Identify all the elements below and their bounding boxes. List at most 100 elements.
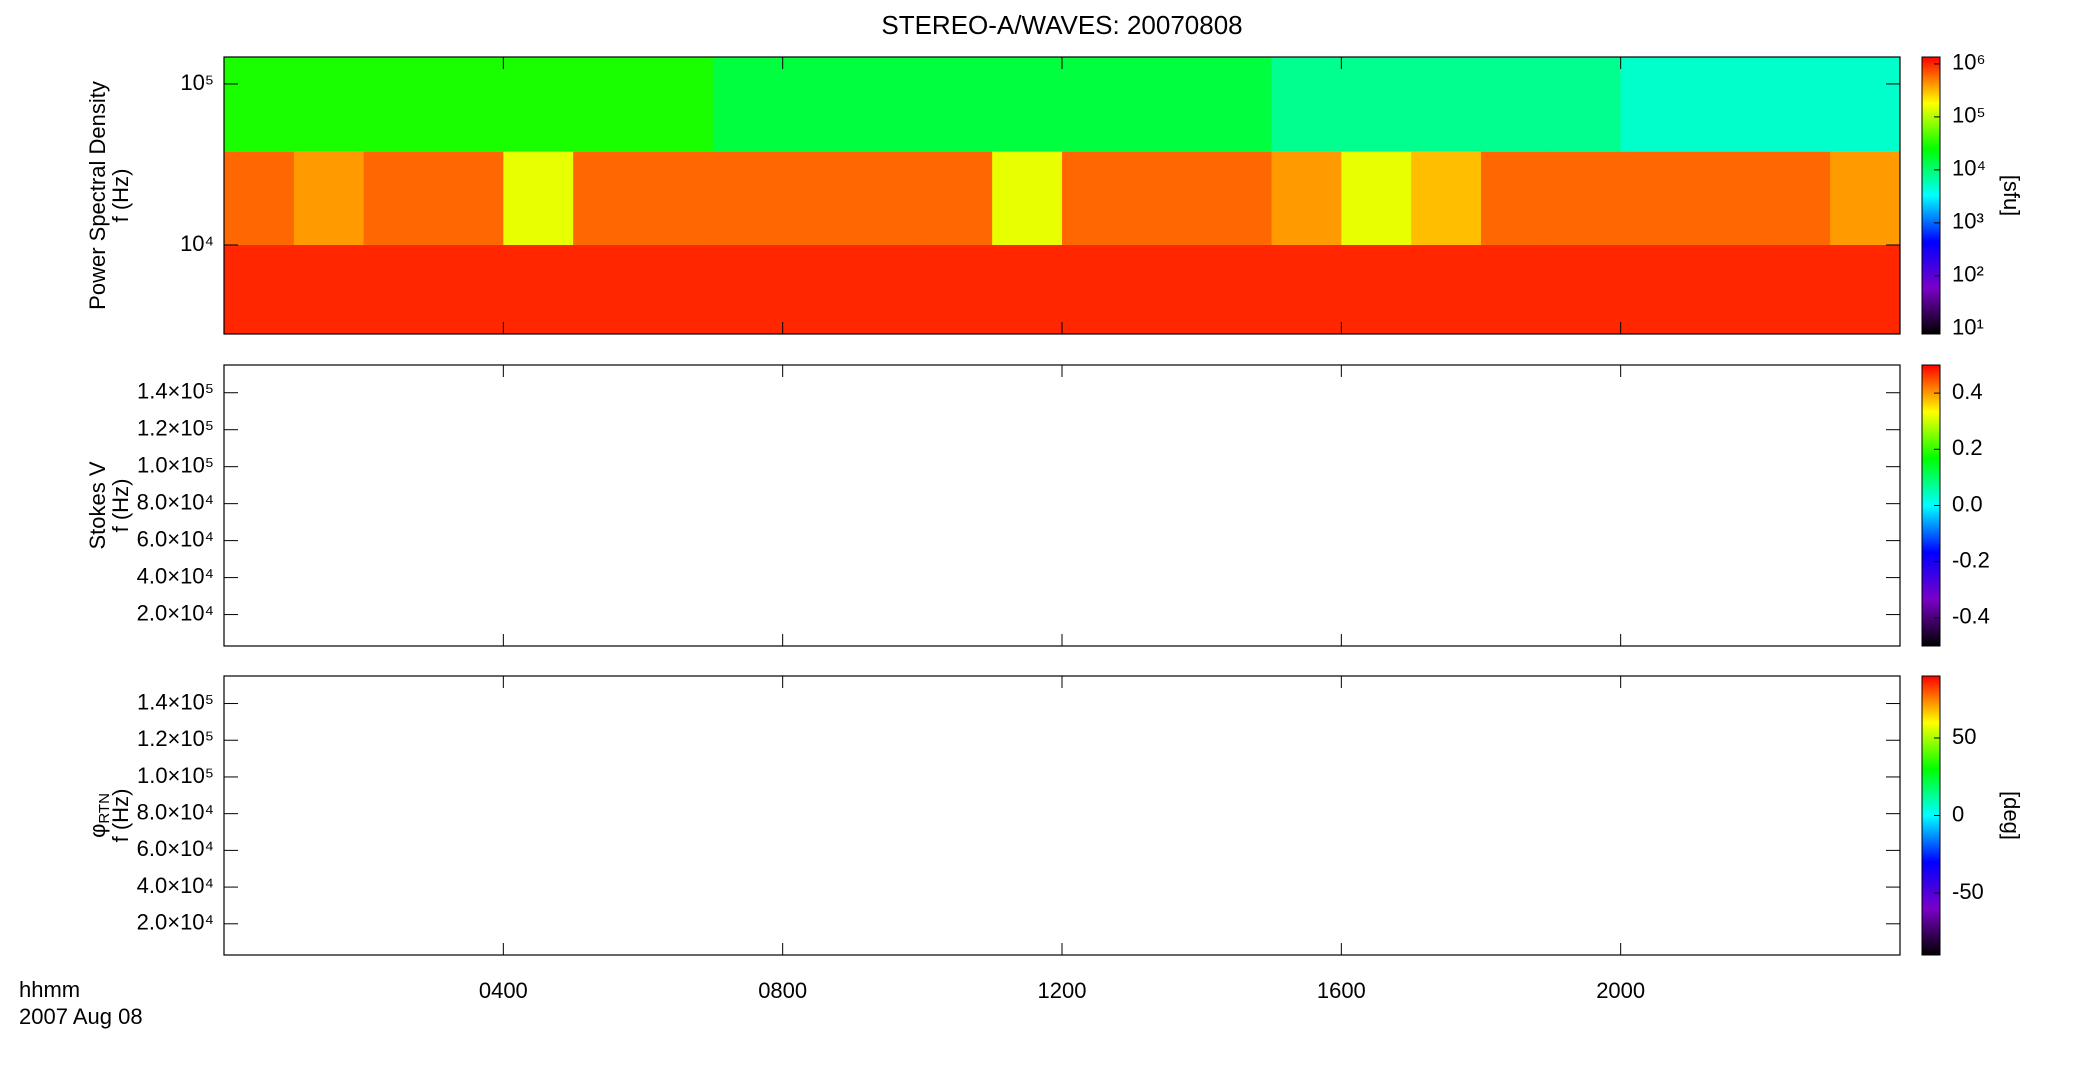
heatmap-cell (1131, 57, 1203, 152)
heatmap-cell (1830, 57, 1901, 152)
y-tick-label: 6.0×10⁴ (137, 836, 214, 861)
heatmap-cell (1341, 244, 1412, 334)
heatmap-cell (922, 244, 993, 334)
heatmap-cell (1690, 244, 1761, 334)
y-tick-label: 1.0×10⁵ (137, 763, 214, 788)
heatmap-cell (1131, 151, 1203, 245)
y-tick-label: 1.4×10⁵ (137, 379, 214, 404)
x-axis-label: 2007 Aug 08 (19, 1004, 143, 1029)
heatmap-cell (1411, 151, 1482, 245)
heatmap-cell (1341, 57, 1412, 152)
y-axis-label: Stokes V (85, 461, 110, 549)
heatmap-cell (1620, 57, 1691, 152)
y-axis-label: f (Hz) (108, 789, 133, 843)
heatmap-cell (992, 244, 1063, 334)
y-tick-label: 4.0×10⁴ (137, 873, 214, 898)
y-tick-label: 1.2×10⁵ (137, 416, 214, 441)
colorbar-tick-label: 10³ (1952, 209, 1984, 234)
heatmap-cell (1690, 151, 1761, 245)
colorbar (1921, 56, 1941, 335)
heatmap-cell (1201, 151, 1272, 245)
colorbar-tick-label: 10⁴ (1952, 156, 1986, 181)
heatmap-cell (1271, 244, 1342, 334)
heatmap-cell (224, 244, 295, 334)
heatmap-cell (1062, 244, 1133, 334)
chart-title: STEREO-A/WAVES: 20070808 (881, 10, 1242, 40)
heatmap-cell (992, 151, 1063, 245)
colorbar-tick-label: 0.4 (1952, 379, 1983, 404)
heatmap-cell (922, 151, 993, 245)
x-axis-label: hhmm (19, 977, 80, 1002)
heatmap-cell (782, 244, 853, 334)
y-axis-label: Power Spectral Density (85, 81, 110, 310)
heatmap-cell (643, 151, 714, 245)
y-tick-label: 6.0×10⁴ (137, 526, 214, 551)
heatmap-cell (224, 151, 295, 245)
heatmap-cell (712, 244, 784, 334)
heatmap-cell (712, 151, 784, 245)
y-tick-label: 1.2×10⁵ (137, 726, 214, 751)
y-tick-label: 10⁴ (180, 231, 214, 256)
colorbar-tick-label: 10² (1952, 262, 1984, 287)
heatmap-cell (992, 57, 1063, 152)
colorbar-label: [deg] (1999, 791, 2024, 840)
colorbar-tick-label: 50 (1952, 724, 1976, 749)
heatmap-cell (852, 151, 923, 245)
heatmap-cell (503, 244, 574, 334)
heatmap-cell (712, 57, 784, 152)
heatmap-cell (573, 244, 644, 334)
y-tick-label: 8.0×10⁴ (137, 489, 214, 514)
colorbar-tick-label: 0 (1952, 801, 1964, 826)
heatmap-cell (1271, 151, 1342, 245)
y-tick-label: 4.0×10⁴ (137, 563, 214, 588)
heatmap-cell (224, 57, 295, 152)
heatmap-cell (1062, 57, 1133, 152)
heatmap-cell (1481, 244, 1552, 334)
heatmap-cell (1131, 244, 1203, 334)
heatmap-cell (1620, 244, 1691, 334)
y-axis-label-sub: RTN (96, 793, 113, 824)
x-tick-label: 1600 (1317, 978, 1366, 1003)
colorbar-tick-label: 0.2 (1952, 435, 1983, 460)
y-tick-label: 1.4×10⁵ (137, 689, 214, 714)
heatmap-cell (1760, 57, 1831, 152)
x-tick-label: 2000 (1596, 978, 1645, 1003)
heatmap-cell (852, 244, 923, 334)
heatmap-cell (643, 244, 714, 334)
heatmap-cell (1760, 244, 1831, 334)
heatmap-cell (1550, 244, 1622, 334)
heatmap-cell (922, 57, 993, 152)
heatmap-cell (503, 57, 574, 152)
colorbar-label: [sfu] (1999, 175, 2024, 217)
heatmap-cell (573, 57, 644, 152)
y-tick-label: 1.0×10⁵ (137, 452, 214, 477)
heatmap-cell (1690, 57, 1761, 152)
heatmap-cell (1271, 57, 1342, 152)
heatmap-cell (363, 244, 434, 334)
plot-frame (223, 364, 1901, 647)
x-tick-label: 0800 (758, 978, 807, 1003)
y-tick-label: 2.0×10⁴ (137, 600, 214, 625)
heatmap-cell (782, 151, 853, 245)
colorbar-tick-label: 10⁶ (1952, 50, 1986, 75)
heatmap-cell (1411, 57, 1482, 152)
heatmap-cell (782, 57, 853, 152)
heatmap-cell (643, 57, 714, 152)
heatmap-cell (1062, 151, 1133, 245)
heatmap-cell (1481, 57, 1552, 152)
y-axis-label: f (Hz) (108, 169, 133, 223)
x-tick-label: 1200 (1038, 978, 1087, 1003)
heatmap-cell (433, 57, 504, 152)
heatmap-cell (503, 151, 574, 245)
colorbar-tick-label: 10¹ (1952, 315, 1984, 340)
colorbar-tick-label: -0.2 (1952, 548, 1990, 573)
heatmap-cell (433, 244, 504, 334)
heatmap-cell (1481, 151, 1552, 245)
heatmap-cell (293, 151, 365, 245)
heatmap-cell (363, 57, 434, 152)
heatmap-cell (293, 244, 365, 334)
plot-frame (223, 675, 1901, 956)
heatmap-cell (1830, 244, 1901, 334)
heatmap-cell (852, 57, 923, 152)
